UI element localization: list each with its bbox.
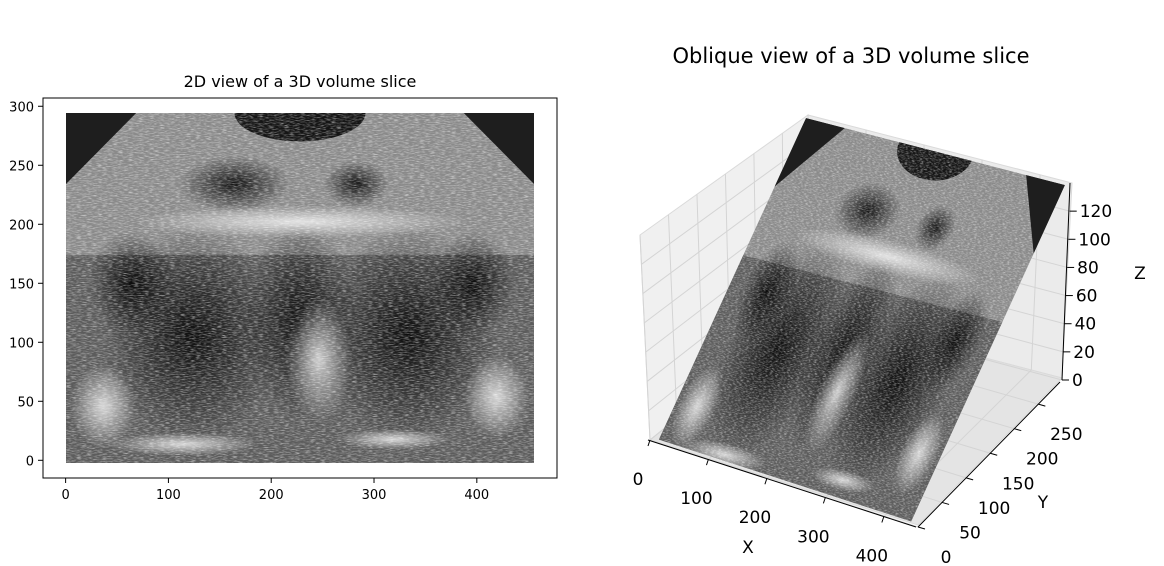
x3d-tick-label: 300 — [797, 527, 829, 547]
y-tick-label: 150 — [9, 277, 34, 292]
y-tick-label: 100 — [9, 336, 34, 351]
y-axis-line — [917, 381, 1061, 528]
y3d-tick-label: 50 — [959, 523, 981, 543]
y3d-tick-mark — [965, 477, 974, 481]
x3d-tick-label: 400 — [856, 546, 888, 566]
wall-grid-y — [667, 214, 678, 419]
y3d-tick-mark — [1038, 403, 1046, 407]
left-x-ticks: 0 100 200 300 400 — [61, 478, 489, 503]
left-image — [66, 85, 534, 463]
3d-ticks: 0 100 200 300 400 0 50 100 150 200 250 0 20 40 60 80 100… — [633, 202, 1113, 566]
x-tick-label: 200 — [259, 488, 284, 503]
y-tick-label: 0 — [26, 454, 34, 469]
left-panel: 2D view of a 3D volume slice 0 100 200 300 4… — [9, 72, 558, 503]
x-tick-label: 300 — [362, 488, 387, 503]
y-tick-label: 200 — [9, 218, 34, 233]
x3d-tick-mark — [881, 516, 885, 523]
x-tick-label: 100 — [156, 488, 181, 503]
right-title: Oblique view of a 3D volume slice — [672, 44, 1029, 68]
y3d-tick-mark — [917, 526, 926, 530]
y-tick-label: 300 — [9, 100, 34, 115]
x-axis-label: X — [742, 538, 754, 558]
y-tick-label: 50 — [17, 395, 34, 410]
x3d-tick-label: 200 — [739, 508, 771, 528]
y-tick-label: 250 — [9, 159, 34, 174]
z3d-tick-label: 60 — [1076, 287, 1098, 307]
z3d-tick-label: 40 — [1075, 315, 1097, 335]
left-title: 2D view of a 3D volume slice — [184, 72, 417, 91]
y3d-tick-label: 100 — [978, 499, 1010, 519]
x3d-tick-mark — [822, 497, 826, 504]
z3d-tick-label: 0 — [1072, 371, 1083, 391]
y3d-tick-label: 200 — [1026, 450, 1058, 470]
x-tick-label: 0 — [61, 488, 69, 503]
z3d-tick-label: 100 — [1078, 230, 1110, 250]
left-y-ticks: 0 50 100 150 200 250 300 — [9, 100, 43, 469]
z3d-tick-label: 120 — [1080, 202, 1112, 222]
y3d-tick-mark — [990, 452, 998, 456]
z-axis-label: Z — [1134, 264, 1146, 284]
x-axis-line — [647, 439, 917, 528]
floor-grid-y — [649, 439, 919, 528]
left-axes-frame — [42, 97, 558, 479]
wall-grid-y — [639, 234, 651, 441]
y3d-tick-label: 0 — [941, 548, 952, 566]
x3d-tick-mark — [764, 478, 768, 485]
x3d-tick-label: 100 — [680, 489, 712, 509]
y3d-tick-label: 250 — [1050, 425, 1082, 445]
z-axis-line — [1061, 182, 1071, 381]
y3d-tick-label: 150 — [1002, 474, 1034, 494]
z3d-tick-label: 80 — [1077, 258, 1099, 278]
x3d-tick-mark — [705, 458, 709, 466]
y3d-tick-mark — [1014, 428, 1022, 432]
y-axis-label: Y — [1037, 493, 1049, 513]
y3d-tick-mark — [941, 501, 950, 505]
x3d-tick-label: 0 — [633, 470, 644, 490]
x-tick-label: 400 — [464, 488, 489, 503]
right-panel: Oblique view of a 3D volume slice 0 100 20… — [633, 44, 1146, 566]
x3d-tick-mark — [647, 439, 651, 447]
z3d-tick-label: 20 — [1073, 343, 1095, 363]
